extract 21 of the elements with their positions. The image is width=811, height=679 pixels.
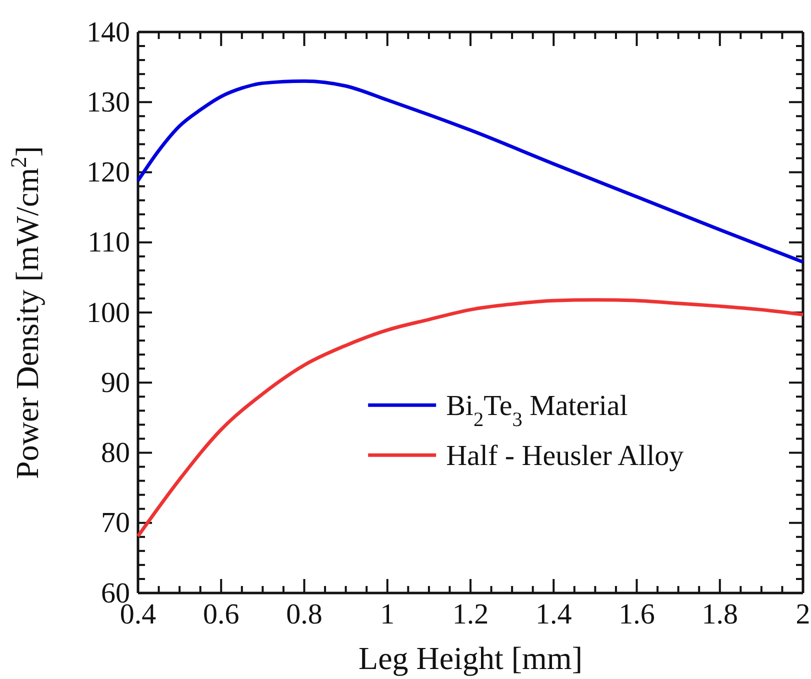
x-axis-title: Leg Height [mm] xyxy=(358,640,582,676)
y-tick-label: 130 xyxy=(86,86,130,118)
x-tick-label: 2 xyxy=(796,598,810,631)
y-tick-label: 140 xyxy=(86,16,130,48)
y-tick-label: 90 xyxy=(101,366,130,399)
line-series xyxy=(136,298,805,538)
y-tick-label: 80 xyxy=(101,437,130,470)
x-tick-label: 0.6 xyxy=(203,598,240,631)
legend-label: Bi$_{2}$Te$_{3}$ Material xyxy=(446,390,628,432)
y-tick-label: 70 xyxy=(101,507,130,540)
x-tick-label: 1.2 xyxy=(452,598,489,631)
legend-label: Half - Heusler Alloy xyxy=(446,440,684,472)
y-tick-label: 100 xyxy=(86,296,130,329)
x-tick-label: 0.8 xyxy=(286,598,322,631)
x-tick-label: 1.6 xyxy=(618,598,655,631)
x-tick-label: 1.4 xyxy=(536,598,572,631)
line-series xyxy=(136,79,805,264)
x-tick-label: 1 xyxy=(380,598,395,631)
y-tick-label: 120 xyxy=(86,156,130,189)
y-tick-label: 110 xyxy=(88,226,130,259)
x-tick-label: 1.8 xyxy=(702,598,738,631)
